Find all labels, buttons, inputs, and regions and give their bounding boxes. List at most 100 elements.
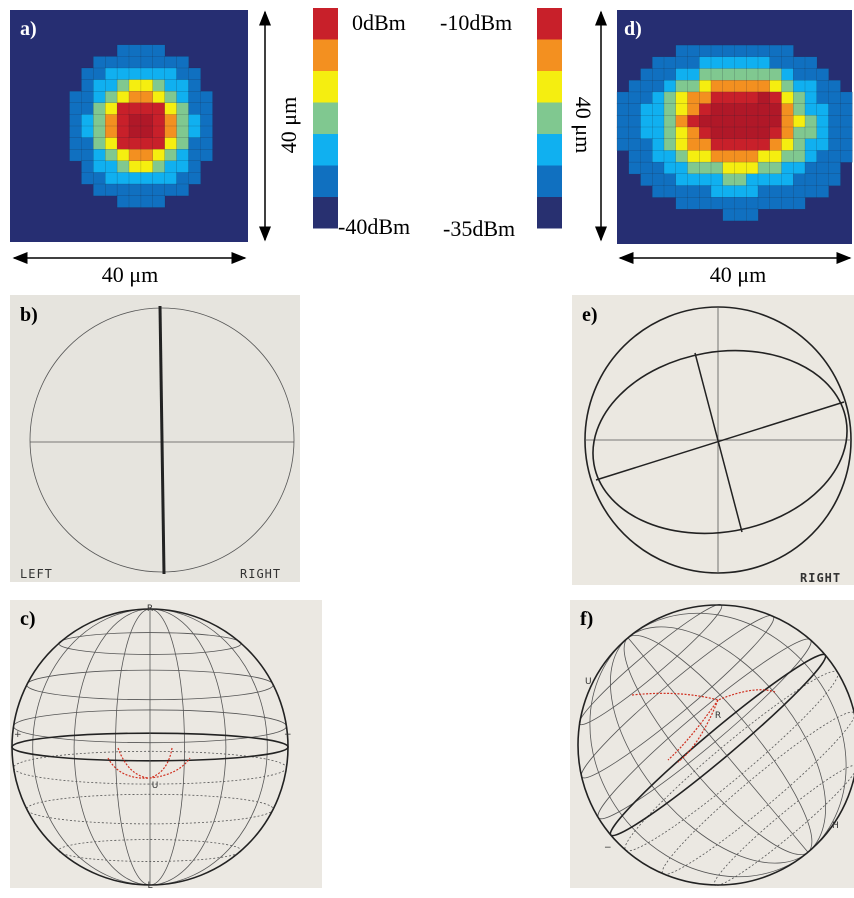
scale-label: 40 μm bbox=[102, 262, 158, 287]
heatmap-cell bbox=[710, 185, 724, 198]
colorbar-cell bbox=[537, 197, 562, 229]
heatmap-cell bbox=[152, 183, 166, 197]
heatmap-cell bbox=[675, 196, 689, 210]
panel-label: c) bbox=[20, 608, 36, 630]
heatmap-cell bbox=[793, 126, 806, 140]
heatmap-cell bbox=[675, 173, 689, 187]
heatmap-cell bbox=[793, 91, 806, 105]
heatmap-cell bbox=[128, 160, 142, 173]
heatmap-cell bbox=[840, 115, 853, 128]
colorbar-cell bbox=[537, 102, 562, 134]
heatmap-cell bbox=[69, 125, 82, 139]
heatmap-cell bbox=[652, 79, 665, 93]
heatmap-cell bbox=[687, 138, 700, 151]
outline bbox=[577, 604, 854, 886]
heatmap-cell bbox=[69, 114, 82, 127]
colorbar-label: -10dBm bbox=[440, 10, 512, 35]
heatmap-cell bbox=[675, 150, 689, 163]
heatmap-cell bbox=[840, 150, 853, 163]
heatmap-cell bbox=[140, 44, 154, 57]
heatmap-cell bbox=[687, 56, 700, 69]
heatmap-cell bbox=[722, 138, 736, 151]
heatmap-cell bbox=[687, 103, 700, 116]
heatmap-cell bbox=[699, 126, 712, 140]
heatmap-cell bbox=[104, 125, 118, 139]
ellipse bbox=[592, 349, 848, 535]
heatmap-cell bbox=[804, 185, 818, 198]
heatmap-cell bbox=[93, 160, 106, 173]
heatmap-cell bbox=[746, 115, 759, 128]
heatmap-cell bbox=[757, 103, 771, 116]
heatmap-cell bbox=[675, 91, 689, 105]
heatmap-cell bbox=[793, 115, 806, 128]
heatmap-cell bbox=[69, 102, 82, 115]
heatmap-cell bbox=[804, 126, 818, 140]
heatmap-cell bbox=[722, 150, 736, 163]
heatmap-cell bbox=[188, 148, 201, 162]
sphere bbox=[577, 604, 854, 886]
heatmap-cell bbox=[781, 56, 794, 69]
heatmap-cell bbox=[675, 44, 689, 58]
heatmap-a bbox=[10, 10, 248, 242]
heatmap-cell bbox=[104, 79, 118, 92]
colorbar-cell bbox=[313, 102, 338, 134]
colorbar-cell bbox=[313, 197, 338, 229]
heatmap-cell bbox=[128, 44, 142, 57]
heatmap-cell bbox=[746, 79, 759, 93]
heatmap-cell bbox=[722, 196, 736, 210]
heatmap-cell bbox=[804, 103, 818, 116]
heatmap-cell bbox=[816, 79, 830, 93]
colorbar-cell bbox=[313, 165, 338, 197]
heatmap-cell bbox=[734, 91, 747, 105]
heatmap-cell bbox=[757, 68, 771, 81]
heatmap-cell bbox=[769, 56, 783, 69]
heatmap-cell bbox=[722, 79, 736, 93]
text: − bbox=[284, 730, 292, 740]
heatmap-cell bbox=[710, 161, 724, 175]
heatmap-cell bbox=[675, 56, 689, 69]
heatmap-cell bbox=[116, 172, 130, 185]
colorbar-cell bbox=[537, 71, 562, 103]
heatmap-cell bbox=[116, 90, 130, 104]
heatmap-cell bbox=[793, 56, 806, 69]
heatmap-cell bbox=[663, 185, 677, 198]
heatmap-cell bbox=[769, 115, 783, 128]
heatmap-cell bbox=[828, 161, 841, 175]
heatmap-cell bbox=[140, 114, 154, 127]
heatmap-cell bbox=[104, 56, 118, 69]
heatmap-cell bbox=[687, 126, 700, 140]
heatmap-cell bbox=[152, 90, 166, 104]
heatmap-cell bbox=[164, 183, 178, 197]
heatmap-cell bbox=[663, 161, 677, 175]
heatmap-cell bbox=[746, 91, 759, 105]
heatmap-cell bbox=[722, 103, 736, 116]
heatmap-cell bbox=[663, 138, 677, 151]
heatmap-cell bbox=[640, 91, 653, 105]
colorbar-cell bbox=[313, 8, 338, 40]
heatmap-cell bbox=[781, 68, 794, 81]
text: + bbox=[14, 730, 22, 740]
heatmap-cell bbox=[675, 185, 689, 198]
heatmap-cell bbox=[164, 114, 178, 127]
heatmap-cell bbox=[793, 196, 806, 210]
heatmap-cell bbox=[757, 126, 771, 140]
heatmap-cell bbox=[734, 138, 747, 151]
heatmap-cell bbox=[816, 173, 830, 187]
heatmap-cell bbox=[116, 137, 130, 150]
heatmap-cell bbox=[176, 67, 190, 81]
heatmap-cell bbox=[781, 185, 794, 198]
panel-label: a) bbox=[20, 18, 37, 40]
heatmap-cell bbox=[746, 196, 759, 210]
axis bbox=[694, 352, 743, 533]
trajectory bbox=[631, 689, 776, 763]
heatmap-cell bbox=[816, 150, 830, 163]
scale-label: 40 μm bbox=[276, 97, 301, 153]
heatmap-cell bbox=[164, 137, 178, 150]
heatmap-cell bbox=[710, 173, 724, 187]
heatmap-cell bbox=[188, 137, 201, 150]
heatmap-cell bbox=[687, 161, 700, 175]
heatmap-cell bbox=[152, 195, 166, 208]
heatmap-cell bbox=[816, 103, 830, 116]
heatmap-cell bbox=[781, 126, 794, 140]
